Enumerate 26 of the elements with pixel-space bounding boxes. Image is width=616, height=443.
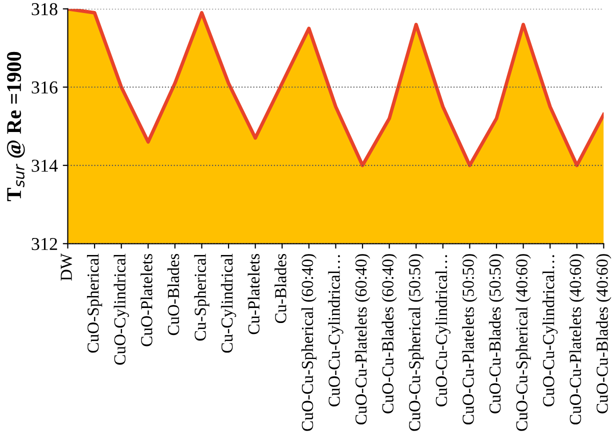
y-tick-label: 314 bbox=[32, 160, 58, 172]
x-tick-label: CuO-Cylindrical bbox=[114, 254, 129, 365]
x-tick-label: CuO-Cu-Platelets (50:50) bbox=[462, 254, 478, 424]
x-tick-label: CuO-Cu-Blades (50:50) bbox=[488, 254, 504, 414]
x-tick-label: Cu-Platelets bbox=[248, 254, 260, 334]
y-tick-label: 318 bbox=[32, 3, 58, 16]
x-tick-label: CuO-Spherical bbox=[87, 254, 102, 353]
x-tick-label: CuO-Platelets bbox=[140, 254, 152, 346]
x-tick-label: CuO-Cu-Cylindrical… bbox=[328, 255, 344, 406]
x-tick-label: CuO-Cu-Spherical (50:50) bbox=[408, 254, 424, 431]
y-tick-label: 312 bbox=[32, 238, 58, 250]
x-tick-label: Cu-Blades bbox=[274, 254, 286, 324]
x-tick-label: Cu-Spherical bbox=[194, 254, 210, 341]
y-tick-label: 316 bbox=[32, 81, 58, 94]
x-tick-label: CuO-Blades bbox=[167, 254, 180, 336]
x-tick-label: CuO-Cu-Blades (40:60) bbox=[596, 254, 612, 414]
x-tick-label: CuO-Cu-Platelets (40:60) bbox=[569, 254, 584, 424]
x-tick-label: Cu-Cylindrical bbox=[220, 254, 236, 353]
x-tick-label: CuO-Cu-Cylindrical… bbox=[542, 255, 558, 406]
x-tick-label: CuO-Cu-Spherical (60:40) bbox=[301, 254, 316, 431]
x-tick-label: CuO-Cu-Cylindrical… bbox=[435, 255, 450, 406]
x-tick-label: DW bbox=[60, 253, 72, 281]
x-tick-label: CuO-Cu-Spherical (40:60) bbox=[516, 254, 531, 431]
y-axis-title: T$_{sur}$ @ Re =1900 bbox=[7, 52, 25, 202]
x-tick-label: CuO-Cu-Blades (60:40) bbox=[382, 254, 397, 414]
x-tick-label: CuO-Cu-Platelets (60:40) bbox=[354, 254, 370, 424]
